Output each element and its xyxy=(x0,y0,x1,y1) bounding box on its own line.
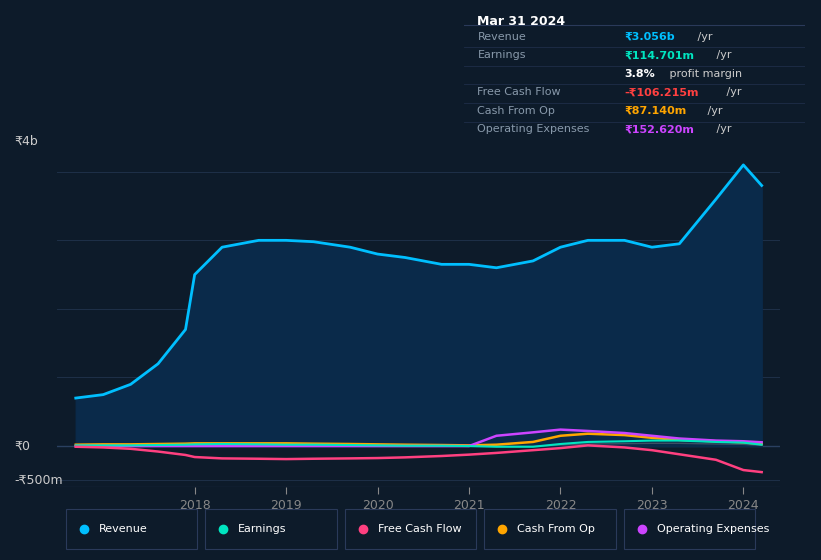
Text: /yr: /yr xyxy=(695,32,713,41)
Text: Revenue: Revenue xyxy=(478,32,526,41)
Text: ₹114.701m: ₹114.701m xyxy=(624,50,694,60)
Bar xyxy=(624,509,755,549)
Text: -₹500m: -₹500m xyxy=(14,474,62,487)
Text: Operating Expenses: Operating Expenses xyxy=(478,124,589,134)
Text: Cash From Op: Cash From Op xyxy=(478,106,555,116)
Bar xyxy=(205,509,337,549)
Text: Free Cash Flow: Free Cash Flow xyxy=(378,524,461,534)
Text: /yr: /yr xyxy=(704,106,722,116)
Text: profit margin: profit margin xyxy=(666,69,741,79)
Text: ₹3.056b: ₹3.056b xyxy=(624,32,675,41)
Text: Cash From Op: Cash From Op xyxy=(517,524,595,534)
Text: Revenue: Revenue xyxy=(99,524,147,534)
Text: ₹4b: ₹4b xyxy=(14,135,38,148)
Text: ₹152.620m: ₹152.620m xyxy=(624,124,694,134)
Text: /yr: /yr xyxy=(713,124,732,134)
Text: Free Cash Flow: Free Cash Flow xyxy=(478,87,561,97)
Text: Earnings: Earnings xyxy=(478,50,526,60)
Bar xyxy=(345,509,476,549)
Text: 3.8%: 3.8% xyxy=(624,69,655,79)
Text: /yr: /yr xyxy=(722,87,741,97)
Text: ₹0: ₹0 xyxy=(14,440,30,452)
Text: Operating Expenses: Operating Expenses xyxy=(657,524,769,534)
Text: Mar 31 2024: Mar 31 2024 xyxy=(478,15,566,28)
Text: -₹106.215m: -₹106.215m xyxy=(624,87,699,97)
Bar xyxy=(66,509,197,549)
Text: /yr: /yr xyxy=(713,50,732,60)
Text: Earnings: Earnings xyxy=(238,524,287,534)
Text: ₹87.140m: ₹87.140m xyxy=(624,106,686,116)
Bar xyxy=(484,509,616,549)
